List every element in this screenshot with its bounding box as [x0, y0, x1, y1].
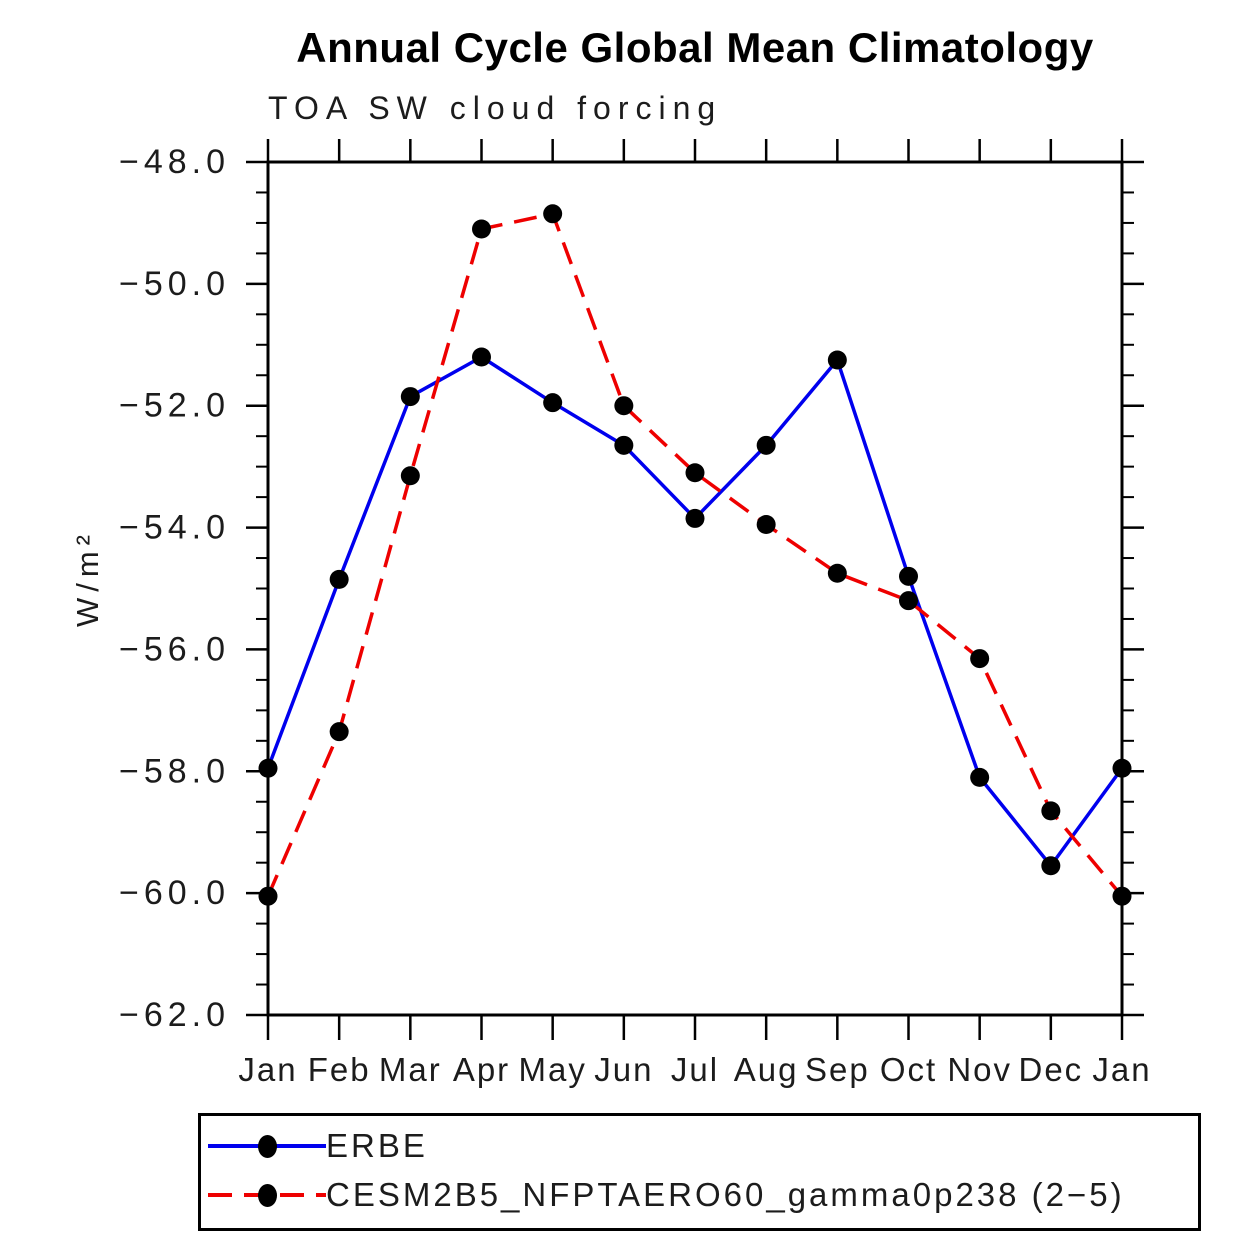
chart-subtitle: TOA SW cloud forcing: [268, 90, 723, 126]
x-tick-label: May: [518, 1051, 586, 1088]
legend-marker-dot: [258, 1183, 277, 1207]
legend-line-sample-solid: [208, 1134, 326, 1158]
x-tick-label: Apr: [453, 1051, 510, 1088]
legend-item-cesm: CESM2B5_NFPTAERO60_gamma0p238 (2−5): [208, 1170, 1198, 1219]
data-point-marker: [1112, 758, 1132, 778]
data-point-marker: [258, 758, 278, 778]
data-point-marker: [614, 435, 634, 455]
data-point-marker: [685, 508, 705, 528]
data-point-marker: [756, 435, 776, 455]
data-point-marker: [329, 722, 349, 742]
x-tick-label: Nov: [947, 1051, 1012, 1088]
erbe-line: [266, 355, 1124, 868]
data-point-marker: [685, 463, 705, 483]
data-point-marker: [614, 396, 634, 416]
x-tick-label: Jan: [1092, 1051, 1151, 1088]
y-tick-label: −50.0: [119, 265, 230, 303]
x-tick-label: Aug: [734, 1051, 799, 1088]
x-tick-label: Mar: [379, 1051, 442, 1088]
y-tick-label: −60.0: [119, 874, 230, 912]
data-point-marker: [970, 767, 990, 787]
data-point-marker: [543, 204, 563, 224]
data-point-marker: [1112, 886, 1132, 906]
x-tick-label: Oct: [880, 1051, 937, 1088]
x-tick-label: Jul: [671, 1051, 719, 1088]
data-point-marker: [1041, 856, 1061, 876]
x-tick-label: Dec: [1018, 1051, 1083, 1088]
x-tick-label: Jan: [238, 1051, 297, 1088]
data-point-marker: [329, 569, 349, 589]
x-tick-label: Jun: [594, 1051, 653, 1088]
y-tick-label: −48.0: [119, 143, 230, 181]
y-tick-label: −58.0: [119, 752, 230, 790]
legend-marker-dot: [258, 1134, 277, 1158]
data-point-marker: [827, 350, 847, 370]
y-tick-label: −52.0: [119, 387, 230, 425]
data-point-marker: [756, 515, 776, 535]
data-point-marker: [899, 591, 918, 611]
x-tick-label: Sep: [805, 1051, 870, 1088]
x-tick-label: Feb: [308, 1051, 371, 1088]
data-point-marker: [258, 886, 278, 906]
legend-line-sample-dashed: [208, 1183, 326, 1207]
data-point-marker: [543, 393, 563, 413]
y-tick-label: −54.0: [119, 509, 230, 547]
chart-title: Annual Cycle Global Mean Climatology: [296, 24, 1094, 71]
y-tick-label: −62.0: [119, 996, 230, 1034]
data-point-marker: [899, 566, 918, 586]
data-point-marker: [400, 466, 420, 486]
legend-box: ERBE CESM2B5_NFPTAERO60_gamma0p238 (2−5): [198, 1113, 1201, 1231]
data-point-marker: [827, 563, 847, 583]
legend-label-cesm: CESM2B5_NFPTAERO60_gamma0p238 (2−5): [326, 1175, 1125, 1213]
legend-item-erbe: ERBE: [208, 1121, 1198, 1170]
legend-label-erbe: ERBE: [326, 1126, 428, 1164]
data-point-marker: [1041, 801, 1061, 821]
data-point-marker: [970, 649, 990, 669]
data-point-marker: [400, 387, 420, 407]
y-tick-label: −56.0: [119, 630, 230, 668]
data-point-marker: [472, 347, 491, 367]
data-point-marker: [472, 219, 491, 239]
plot-frame: [266, 160, 1124, 1017]
